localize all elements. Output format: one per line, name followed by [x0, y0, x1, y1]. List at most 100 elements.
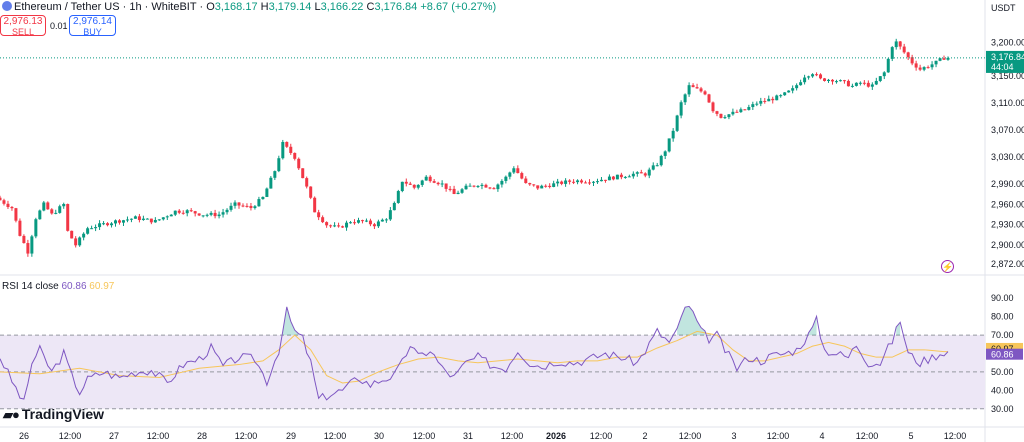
- candle-body[interactable]: [667, 138, 671, 152]
- candle-body[interactable]: [631, 173, 635, 177]
- candle-body[interactable]: [181, 212, 185, 214]
- candle-body[interactable]: [297, 158, 301, 169]
- candle-body[interactable]: [58, 206, 62, 213]
- candle-body[interactable]: [787, 90, 791, 93]
- candle-body[interactable]: [751, 104, 755, 108]
- candle-body[interactable]: [10, 206, 14, 209]
- candle-body[interactable]: [0, 197, 2, 201]
- candle-body[interactable]: [735, 111, 739, 113]
- candle-body[interactable]: [675, 115, 679, 131]
- candle-body[interactable]: [412, 184, 416, 188]
- candle-body[interactable]: [866, 82, 870, 87]
- candle-body[interactable]: [209, 212, 213, 215]
- candle-body[interactable]: [117, 220, 121, 223]
- candle-body[interactable]: [914, 63, 918, 68]
- candle-body[interactable]: [173, 210, 177, 215]
- candle-body[interactable]: [854, 82, 858, 86]
- tradingview-logo[interactable]: ▰● TradingView: [3, 406, 104, 423]
- candle-body[interactable]: [595, 181, 599, 183]
- candle-body[interactable]: [86, 228, 90, 234]
- candle-body[interactable]: [444, 183, 448, 189]
- candle-body[interactable]: [623, 176, 627, 178]
- candle-body[interactable]: [165, 216, 169, 218]
- candle-body[interactable]: [930, 64, 934, 68]
- candle-body[interactable]: [846, 80, 850, 87]
- candle-body[interactable]: [38, 210, 42, 220]
- lightning-icon[interactable]: ⚡: [941, 260, 954, 273]
- candle-body[interactable]: [66, 204, 70, 231]
- candle-body[interactable]: [679, 102, 683, 116]
- candle-body[interactable]: [70, 230, 74, 239]
- candle-body[interactable]: [94, 227, 98, 229]
- candle-body[interactable]: [349, 222, 353, 224]
- candle-body[interactable]: [384, 219, 388, 221]
- candle-body[interactable]: [520, 173, 524, 179]
- candle-body[interactable]: [14, 208, 18, 221]
- candle-body[interactable]: [552, 183, 556, 187]
- candle-body[interactable]: [898, 41, 902, 47]
- candle-body[interactable]: [356, 220, 360, 223]
- candle-body[interactable]: [480, 184, 484, 186]
- candle-body[interactable]: [54, 212, 58, 214]
- candle-body[interactable]: [153, 219, 157, 223]
- candle-body[interactable]: [221, 212, 225, 215]
- candle-body[interactable]: [325, 222, 329, 226]
- candle-body[interactable]: [241, 205, 245, 207]
- symbol-title[interactable]: Ethereum / Tether US · 1h · WhiteBIT: [14, 1, 197, 13]
- candle-body[interactable]: [556, 181, 560, 184]
- candle-body[interactable]: [157, 219, 161, 221]
- candle-body[interactable]: [942, 58, 946, 60]
- candle-body[interactable]: [572, 181, 576, 183]
- candle-body[interactable]: [205, 214, 209, 216]
- candle-body[interactable]: [189, 210, 193, 212]
- candle-body[interactable]: [727, 114, 731, 118]
- candle-body[interactable]: [823, 78, 827, 81]
- candle-body[interactable]: [906, 52, 910, 58]
- candle-body[interactable]: [161, 217, 165, 220]
- candle-body[interactable]: [273, 171, 277, 178]
- candle-body[interactable]: [687, 85, 691, 95]
- candle-body[interactable]: [245, 205, 249, 207]
- candle-body[interactable]: [46, 202, 50, 210]
- candle-body[interactable]: [129, 218, 133, 220]
- candle-body[interactable]: [938, 58, 942, 61]
- candle-body[interactable]: [890, 47, 894, 59]
- sell-button[interactable]: 2,976.13 SELL: [0, 15, 46, 37]
- candle-body[interactable]: [436, 182, 440, 185]
- candle-body[interactable]: [185, 210, 189, 214]
- candle-body[interactable]: [149, 218, 153, 223]
- candle-body[interactable]: [22, 235, 26, 244]
- candle-body[interactable]: [528, 183, 532, 185]
- candle-body[interactable]: [671, 130, 675, 139]
- candle-body[interactable]: [141, 218, 145, 221]
- candle-body[interactable]: [464, 185, 468, 190]
- candle-body[interactable]: [301, 168, 305, 179]
- candle-body[interactable]: [6, 203, 10, 207]
- candle-body[interactable]: [353, 222, 357, 224]
- candle-body[interactable]: [512, 168, 516, 173]
- candle-body[interactable]: [269, 177, 273, 189]
- candle-body[interactable]: [440, 183, 444, 185]
- candle-body[interactable]: [755, 103, 759, 105]
- candle-body[interactable]: [452, 188, 456, 195]
- candle-body[interactable]: [584, 182, 588, 184]
- candle-body[interactable]: [333, 225, 337, 227]
- candle-body[interactable]: [703, 91, 707, 95]
- candle-body[interactable]: [615, 174, 619, 180]
- candle-body[interactable]: [540, 185, 544, 189]
- candle-body[interactable]: [456, 192, 460, 195]
- candle-body[interactable]: [743, 109, 747, 111]
- candle-body[interactable]: [691, 85, 695, 88]
- candle-body[interactable]: [934, 60, 938, 65]
- candle-body[interactable]: [193, 211, 197, 214]
- candle-body[interactable]: [946, 57, 950, 60]
- candle-body[interactable]: [827, 79, 831, 81]
- candle-body[interactable]: [488, 187, 492, 189]
- candle-body[interactable]: [317, 212, 321, 218]
- candle-body[interactable]: [229, 205, 233, 210]
- candle-body[interactable]: [448, 188, 452, 190]
- candle-body[interactable]: [133, 216, 137, 219]
- candle-body[interactable]: [62, 204, 66, 207]
- candle-body[interactable]: [858, 82, 862, 84]
- candle-body[interactable]: [663, 151, 667, 156]
